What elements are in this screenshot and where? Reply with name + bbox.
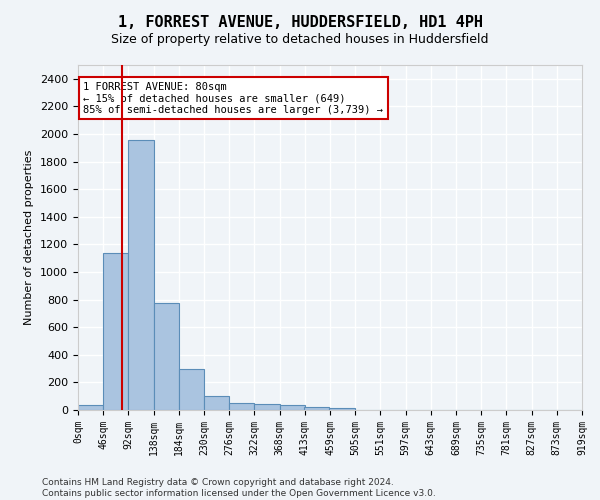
Bar bbox=[204, 396, 229, 410]
Bar bbox=[329, 408, 355, 410]
Bar bbox=[304, 407, 329, 410]
Text: Contains HM Land Registry data © Crown copyright and database right 2024.
Contai: Contains HM Land Registry data © Crown c… bbox=[42, 478, 436, 498]
Bar bbox=[78, 405, 103, 410]
Bar bbox=[179, 368, 204, 410]
Text: Size of property relative to detached houses in Huddersfield: Size of property relative to detached ho… bbox=[111, 32, 489, 46]
Bar bbox=[103, 252, 128, 410]
Bar bbox=[128, 140, 154, 410]
Text: 1 FORREST AVENUE: 80sqm
← 15% of detached houses are smaller (649)
85% of semi-d: 1 FORREST AVENUE: 80sqm ← 15% of detache… bbox=[83, 82, 383, 115]
Bar bbox=[229, 404, 254, 410]
Text: 1, FORREST AVENUE, HUDDERSFIELD, HD1 4PH: 1, FORREST AVENUE, HUDDERSFIELD, HD1 4PH bbox=[118, 15, 482, 30]
Y-axis label: Number of detached properties: Number of detached properties bbox=[25, 150, 34, 325]
Bar bbox=[154, 303, 179, 410]
Bar bbox=[280, 405, 305, 410]
Bar bbox=[254, 404, 280, 410]
